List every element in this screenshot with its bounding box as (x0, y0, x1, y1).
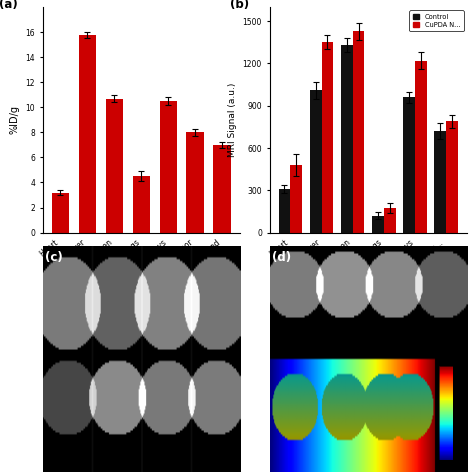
Bar (372, 216, 384, 233)
Bar (341, 45, 353, 233)
Bar (133, 176, 150, 233)
Bar (106, 99, 123, 233)
Legend: Control, CuPDA N...: Control, CuPDA N... (410, 10, 464, 31)
Text: (b): (b) (230, 0, 249, 11)
Bar (384, 208, 396, 233)
Bar (446, 121, 458, 233)
Bar (321, 42, 333, 233)
Bar (79, 35, 96, 233)
Text: (d): (d) (272, 251, 291, 264)
Bar (186, 132, 204, 233)
Bar (160, 101, 177, 233)
Bar (434, 131, 446, 233)
Y-axis label: MRI Signal (a.u.): MRI Signal (a.u.) (228, 82, 237, 157)
Bar (52, 192, 69, 233)
Bar (403, 97, 415, 233)
Bar (279, 189, 291, 233)
Bar (353, 31, 365, 233)
Text: (a): (a) (0, 0, 18, 11)
Y-axis label: %ID/g: %ID/g (10, 105, 20, 134)
Bar (213, 145, 231, 233)
Bar (310, 90, 321, 233)
Bar (415, 61, 427, 233)
Text: (c): (c) (45, 251, 63, 264)
Bar (291, 165, 302, 233)
